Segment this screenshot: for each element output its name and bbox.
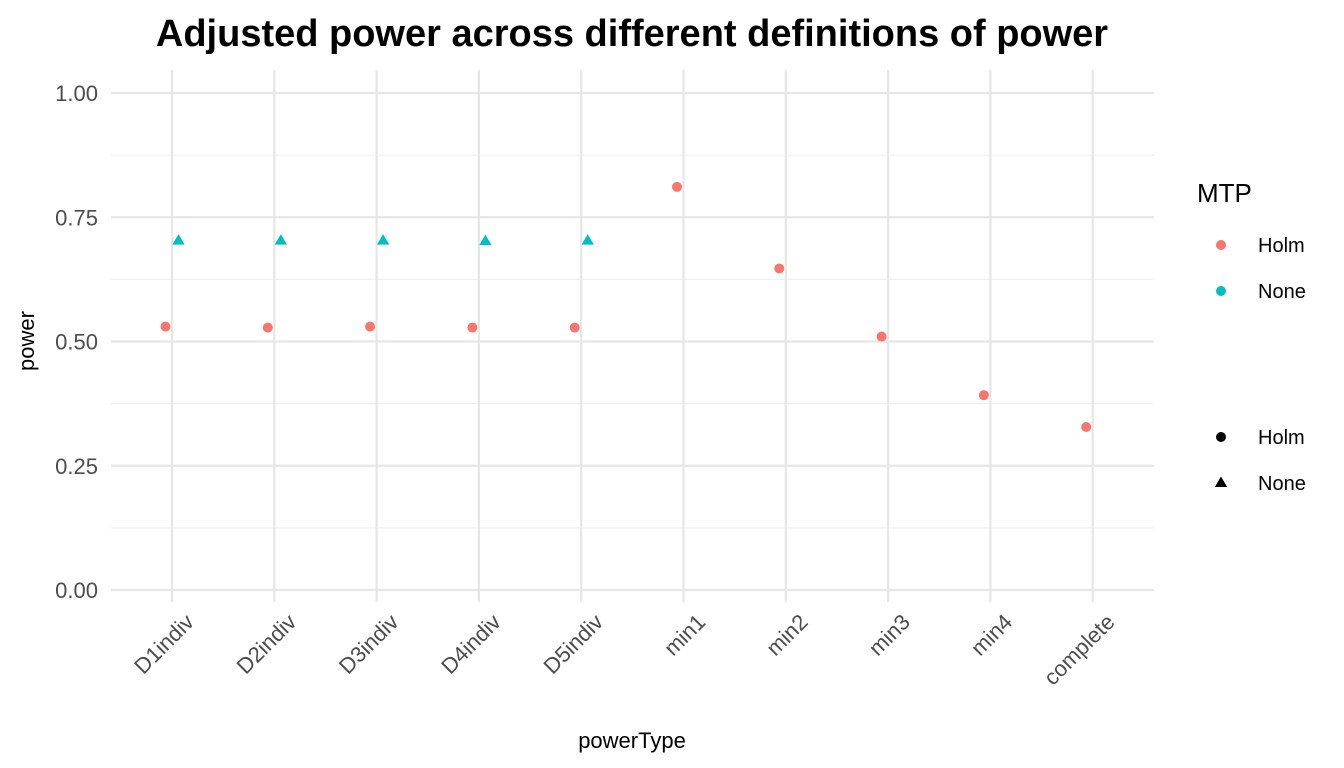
data-point-none <box>172 234 185 245</box>
legend-shape-group: Holm None <box>1214 427 1306 495</box>
x-tick-label: D4indiv <box>436 609 506 679</box>
x-tick-label: min4 <box>966 609 1017 660</box>
legend-color-group: Holm None <box>1216 235 1306 303</box>
y-tick-label: 0.00 <box>55 578 98 603</box>
x-tick-label: min2 <box>761 609 812 660</box>
x-tick-label: min1 <box>659 609 710 660</box>
data-point-holm <box>978 390 989 401</box>
axes: 0.00 0.25 0.50 0.75 1.00 D1indiv D2indiv D3indi… <box>55 81 1119 690</box>
grid <box>111 70 1154 602</box>
data-point-holm <box>1081 421 1092 432</box>
data-point-none <box>376 234 390 245</box>
y-axis-title: power <box>14 311 39 371</box>
legend-key-shape <box>1214 476 1228 488</box>
legend-key-shape <box>1216 432 1226 442</box>
legend-key-color <box>1216 286 1226 296</box>
data-point-holm <box>569 322 580 333</box>
legend: MTP Holm None Holm None <box>1197 178 1306 495</box>
y-tick-label: 0.50 <box>55 330 98 355</box>
x-tick-label: D1indiv <box>129 609 199 679</box>
y-tick-label: 0.25 <box>55 454 98 479</box>
legend-label: Holm <box>1258 427 1305 449</box>
data-point-holm <box>160 321 171 332</box>
data-point-holm <box>774 263 785 274</box>
x-tick-label: D5indiv <box>538 609 608 679</box>
data-point-holm <box>262 322 273 333</box>
plot-marks <box>160 181 1092 432</box>
data-point-none <box>479 234 492 246</box>
data-point-holm <box>467 322 478 333</box>
legend-title: MTP <box>1197 178 1252 208</box>
x-tick-label: D2indiv <box>232 609 302 679</box>
legend-key-color <box>1216 240 1226 250</box>
data-point-holm <box>876 331 887 342</box>
legend-label: None <box>1258 281 1306 303</box>
y-tick-label: 0.75 <box>55 205 98 230</box>
x-tick-label: complete <box>1039 609 1120 690</box>
data-point-holm <box>365 321 376 332</box>
x-tick-label: min3 <box>864 609 915 660</box>
data-point-none <box>274 234 287 245</box>
x-axis-title: powerType <box>578 728 686 753</box>
x-tick-label: D3indiv <box>334 609 404 679</box>
data-point-none <box>581 234 594 245</box>
y-tick-label: 1.00 <box>55 81 98 106</box>
chart-title: Adjusted power across different definiti… <box>156 13 1108 55</box>
data-point-holm <box>672 181 682 192</box>
legend-label: None <box>1258 473 1306 495</box>
legend-label: Holm <box>1258 235 1305 257</box>
